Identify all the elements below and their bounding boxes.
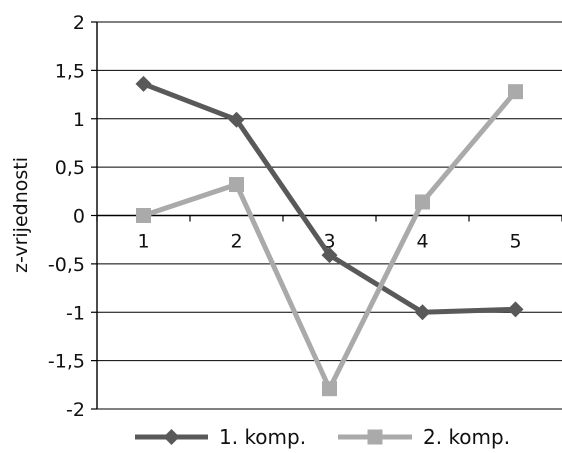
x-tick-label: 4 — [416, 231, 428, 253]
y-tick-label: 2 — [73, 12, 85, 34]
series-1 — [135, 75, 524, 321]
square-marker — [136, 208, 151, 223]
y-tick-label: -1 — [66, 302, 85, 324]
legend-diamond-icon — [163, 429, 180, 445]
gridlines — [97, 21, 562, 410]
y-tick-label: -2 — [66, 399, 85, 421]
y-tick-label: -0,5 — [48, 254, 85, 276]
legend-label: 2. komp. — [423, 425, 510, 449]
square-marker — [508, 84, 523, 100]
y-tick-label: 0,5 — [55, 157, 85, 179]
legend: 1. komp. 2. komp. — [135, 425, 510, 449]
square-marker — [322, 381, 337, 397]
y-tick-label: 1 — [73, 109, 85, 131]
x-tick-label: 1 — [137, 231, 149, 253]
square-marker — [415, 194, 430, 210]
x-tick-label: 5 — [509, 231, 521, 253]
legend-entry-1: 1. komp. — [135, 425, 306, 449]
series — [135, 75, 524, 397]
legend-square-icon — [367, 429, 383, 445]
y-tick-label: 0 — [73, 206, 85, 228]
legend-entry-2: 2. komp. — [338, 425, 510, 449]
y-tick-label: 1,5 — [55, 60, 85, 82]
y-tick-labels: 2 1,5 1 0,5 0 -0,5 -1 -1,5 -2 — [48, 12, 85, 421]
diamond-marker — [414, 304, 431, 321]
axes — [91, 21, 562, 410]
y-axis-title: z-vrijednosti — [10, 157, 32, 273]
diamond-marker — [135, 75, 152, 92]
diamond-marker — [228, 111, 245, 128]
legend-label: 1. komp. — [219, 425, 306, 449]
y-tick-label: -1,5 — [48, 351, 85, 373]
diamond-marker — [321, 247, 338, 264]
x-tick-label: 2 — [230, 231, 242, 253]
series-2 — [136, 84, 523, 397]
square-marker — [229, 177, 244, 193]
diamond-marker — [507, 301, 524, 318]
